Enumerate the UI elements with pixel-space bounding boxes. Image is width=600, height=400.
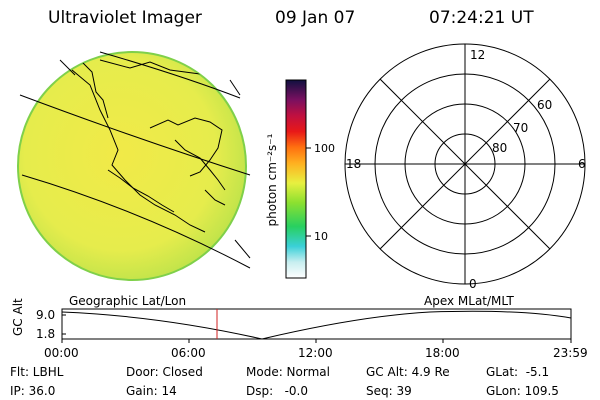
status-gc-alt: GC Alt: 4.9 Re [366,365,450,379]
colorbar-tick-100: 100 [314,142,335,155]
strip-x-tick-1200: 12:00 [298,346,333,360]
status-filter: Flt: LBHL [10,365,64,379]
color-scale-bar: 100 10 photon cm⁻²s⁻¹ [265,79,335,279]
status-seq: Seq: 39 [366,384,412,398]
strip-y-tick-1-8: 1.8 [36,327,56,341]
status-glon: GLon: 109.5 [486,384,559,398]
mlt-label-6: 6 [578,157,586,171]
polar-mlat-mlt-plot [344,43,586,285]
strip-x-tick-2359: 23:59 [553,346,588,360]
lat-label-80: 80 [492,141,507,155]
mlt-label-18: 18 [346,157,361,171]
status-glat: GLat: -5.1 [486,365,550,379]
altitude-strip-chart [61,308,572,343]
strip-y-tick-9: 9.0 [36,308,56,322]
mlt-label-0: 0 [469,277,477,291]
strip-x-tick-0000: 00:00 [44,346,79,360]
status-gain: Gain: 14 [126,384,177,398]
status-mode: Mode: Normal [246,365,330,379]
strip-x-tick-0600: 06:00 [171,346,206,360]
strip-left-title: Geographic Lat/Lon [69,294,187,308]
colorbar-unit-label: photon cm⁻²s⁻¹ [265,133,279,226]
status-dsp: Dsp: -0.0 [246,384,309,398]
lat-label-70: 70 [513,121,528,135]
lat-label-60: 60 [537,98,552,112]
status-ip: IP: 36.0 [10,384,56,398]
mlt-label-12: 12 [470,48,485,62]
strip-y-axis-label: GC Alt [11,298,25,336]
date-label: 09 Jan 07 [275,8,356,28]
time-label: 07:24:21 UT [429,8,534,28]
strip-right-title: Apex MLat/MLT [424,294,514,308]
earth-disk [17,51,251,281]
status-door: Door: Closed [126,365,203,379]
colorbar-tick-10: 10 [314,230,328,243]
instrument-title: Ultraviolet Imager [48,8,202,28]
strip-x-tick-1800: 18:00 [425,346,460,360]
